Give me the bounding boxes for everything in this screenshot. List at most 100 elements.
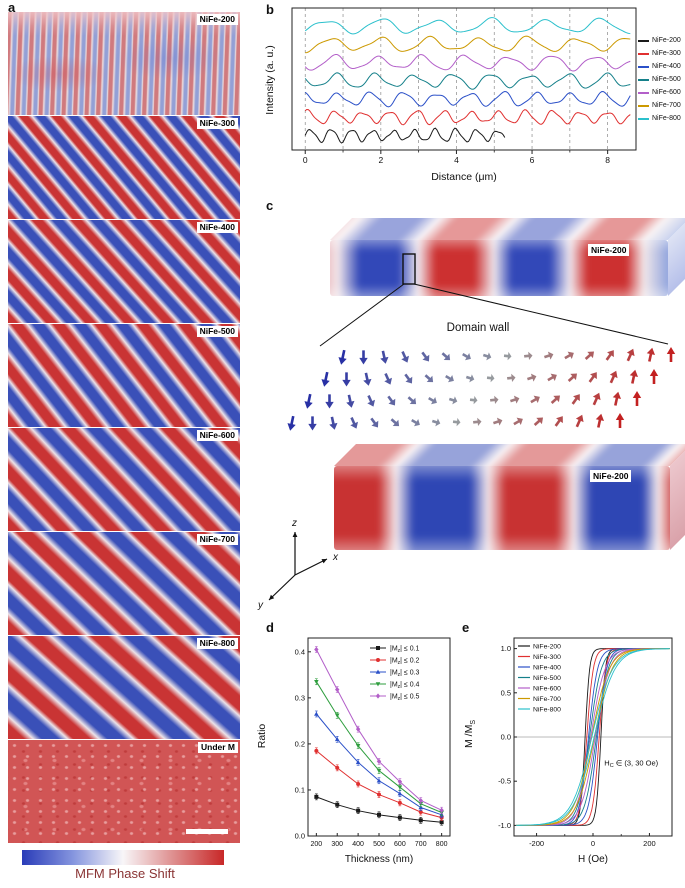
bottom-slab-label: NiFe-200 <box>590 470 632 482</box>
legend-color-line <box>638 65 649 68</box>
panel-b-letter: b <box>266 2 274 17</box>
svg-text:0.2: 0.2 <box>295 739 305 748</box>
mfm-image-label: NiFe-800 <box>196 638 238 649</box>
svg-text:Distance (μm): Distance (μm) <box>431 171 497 183</box>
mfm-image-nife-200: NiFe-200 <box>8 12 240 115</box>
svg-text:0.0: 0.0 <box>295 832 305 841</box>
svg-text:z: z <box>291 518 297 529</box>
hysteresis-loops-chart: 1.0 0.5 0.0 -0.5 -1.0 -200 0 200 H (Oe) NiFe-200 N… <box>498 637 673 865</box>
scale-bar <box>186 829 228 834</box>
mfm-image-label: NiFe-300 <box>196 118 238 129</box>
panel-c-letter: c <box>266 198 274 213</box>
mfm-image-nife-600: NiFe-600 <box>8 428 240 531</box>
svg-text:Thickness (nm): Thickness (nm) <box>345 854 413 865</box>
svg-text:500: 500 <box>373 841 385 848</box>
svg-text:-1.0: -1.0 <box>498 821 511 830</box>
mfm-image-nife-500: NiFe-500 <box>8 324 240 427</box>
svg-text:400: 400 <box>352 841 364 848</box>
mfm-image-nife-800: NiFe-800 <box>8 636 240 739</box>
svg-text:NiFe-300: NiFe-300 <box>533 654 561 661</box>
panel-e-letter: e <box>462 620 470 635</box>
legend-color-line <box>638 117 649 120</box>
panel-a-letter: a <box>8 0 16 15</box>
mfm-phase-colorbar <box>22 850 224 865</box>
panel-a: a NiFe-200 NiFe-300 NiFe-400 NiFe-500 NiFe-6… <box>6 0 244 888</box>
legend-color-line <box>638 52 649 55</box>
legend-label: NiFe-400 <box>652 63 681 70</box>
svg-text:0.3: 0.3 <box>295 693 305 702</box>
legend-label: NiFe-600 <box>652 89 681 96</box>
hc-annotation: HC ∈ (3, 30 Oe) <box>604 758 658 769</box>
b-legend-item: NiFe-200 <box>638 34 681 47</box>
mfm-image-label: NiFe-200 <box>196 14 238 25</box>
top-slab-label: NiFe-200 <box>588 244 630 256</box>
b-legend-item: NiFe-500 <box>638 73 681 86</box>
b-legend-item: NiFe-800 <box>638 112 681 125</box>
legend-label: NiFe-800 <box>652 115 681 122</box>
b-legend-item: NiFe-600 <box>638 86 681 99</box>
svg-text:-200: -200 <box>529 839 544 848</box>
svg-text:0.1: 0.1 <box>295 785 305 794</box>
svg-text:6: 6 <box>530 155 535 165</box>
svg-text:|Mz| ≤ 0.2: |Mz| ≤ 0.2 <box>390 658 420 667</box>
mfm-image-label: NiFe-500 <box>196 326 238 337</box>
svg-text:600: 600 <box>394 841 406 848</box>
ms-subscript: S <box>470 720 478 725</box>
svg-text:2: 2 <box>378 155 383 165</box>
legend-color-line <box>638 39 649 42</box>
mfm-image-under-m: Under M <box>8 740 240 843</box>
svg-text:|Mz| ≤ 0.4: |Mz| ≤ 0.4 <box>390 682 420 691</box>
domain-wall-arrows-overlay: z x y <box>257 253 676 611</box>
svg-text:8: 8 <box>605 155 610 165</box>
mfm-image-label: NiFe-700 <box>196 534 238 545</box>
svg-text:-0.5: -0.5 <box>498 777 511 786</box>
colorbar-label: MFM Phase Shift <box>75 866 175 881</box>
panel-c: c NiFe-200 Domain wall NiFe-200 z x y <box>248 196 685 616</box>
ratio-vs-thickness-chart: 0.0 0.1 0.2 0.3 0.4 200 300 400 500 600 700 800 Thic… <box>295 637 451 865</box>
svg-text:NiFe-400: NiFe-400 <box>533 664 561 671</box>
mfm-image-nife-700: NiFe-700 <box>8 532 240 635</box>
panel-d-letter: d <box>266 620 274 635</box>
svg-text:0.4: 0.4 <box>295 647 305 656</box>
svg-text:NiFe-600: NiFe-600 <box>533 685 561 692</box>
b-y-axis-label: Intensity (a. u.) <box>264 45 276 115</box>
svg-text:0.5: 0.5 <box>501 688 511 697</box>
svg-text:H (Oe): H (Oe) <box>578 854 608 865</box>
svg-text:200: 200 <box>643 839 656 848</box>
legend-label: NiFe-700 <box>652 102 681 109</box>
intensity-profiles-chart: 0 2 4 6 8 Distance (μm) <box>291 7 637 183</box>
b-legend: NiFe-200 NiFe-300 NiFe-400 NiFe-500 NiFe-600… <box>638 34 681 125</box>
svg-text:1.0: 1.0 <box>501 644 511 653</box>
legend-color-line <box>638 78 649 81</box>
svg-text:300: 300 <box>331 841 343 848</box>
panel-e: e M /MS 1.0 0.5 0.0 -0.5 -1.0 -200 0 200 H (Oe) N… <box>460 616 685 888</box>
svg-text:|Mz| ≤ 0.5: |Mz| ≤ 0.5 <box>390 694 420 703</box>
b-legend-item: NiFe-300 <box>638 47 681 60</box>
mfm-image-label: NiFe-400 <box>196 222 238 233</box>
e-y-axis-label: M /MS <box>462 720 478 748</box>
svg-text:|Mz| ≤ 0.1: |Mz| ≤ 0.1 <box>390 646 420 655</box>
svg-text:700: 700 <box>415 841 427 848</box>
svg-text:0: 0 <box>591 839 595 848</box>
svg-text:|Mz| ≤ 0.3: |Mz| ≤ 0.3 <box>390 670 420 679</box>
svg-text:y: y <box>257 600 264 611</box>
panel-b: b Intensity (a. u.) 0 2 4 6 8 Distance (μm) N… <box>248 0 685 196</box>
mfm-image-label: NiFe-600 <box>196 430 238 441</box>
legend-label: NiFe-200 <box>652 37 681 44</box>
svg-text:0: 0 <box>303 155 308 165</box>
legend-color-line <box>638 91 649 94</box>
svg-text:NiFe-800: NiFe-800 <box>533 706 561 713</box>
svg-text:200: 200 <box>311 841 323 848</box>
mfm-image-label: Under M <box>198 742 238 753</box>
svg-text:NiFe-500: NiFe-500 <box>533 675 561 682</box>
legend-label: NiFe-500 <box>652 76 681 83</box>
svg-text:0.0: 0.0 <box>501 733 511 742</box>
b-legend-item: NiFe-400 <box>638 60 681 73</box>
mfm-image-nife-400: NiFe-400 <box>8 220 240 323</box>
svg-text:x: x <box>332 552 339 563</box>
panel-d: d Ratio 0.0 0.1 0.2 0.3 0.4 200 300 400 500 600 70… <box>248 616 460 888</box>
domain-wall-label: Domain wall <box>446 322 510 334</box>
svg-text:4: 4 <box>454 155 459 165</box>
svg-text:NiFe-700: NiFe-700 <box>533 696 561 703</box>
